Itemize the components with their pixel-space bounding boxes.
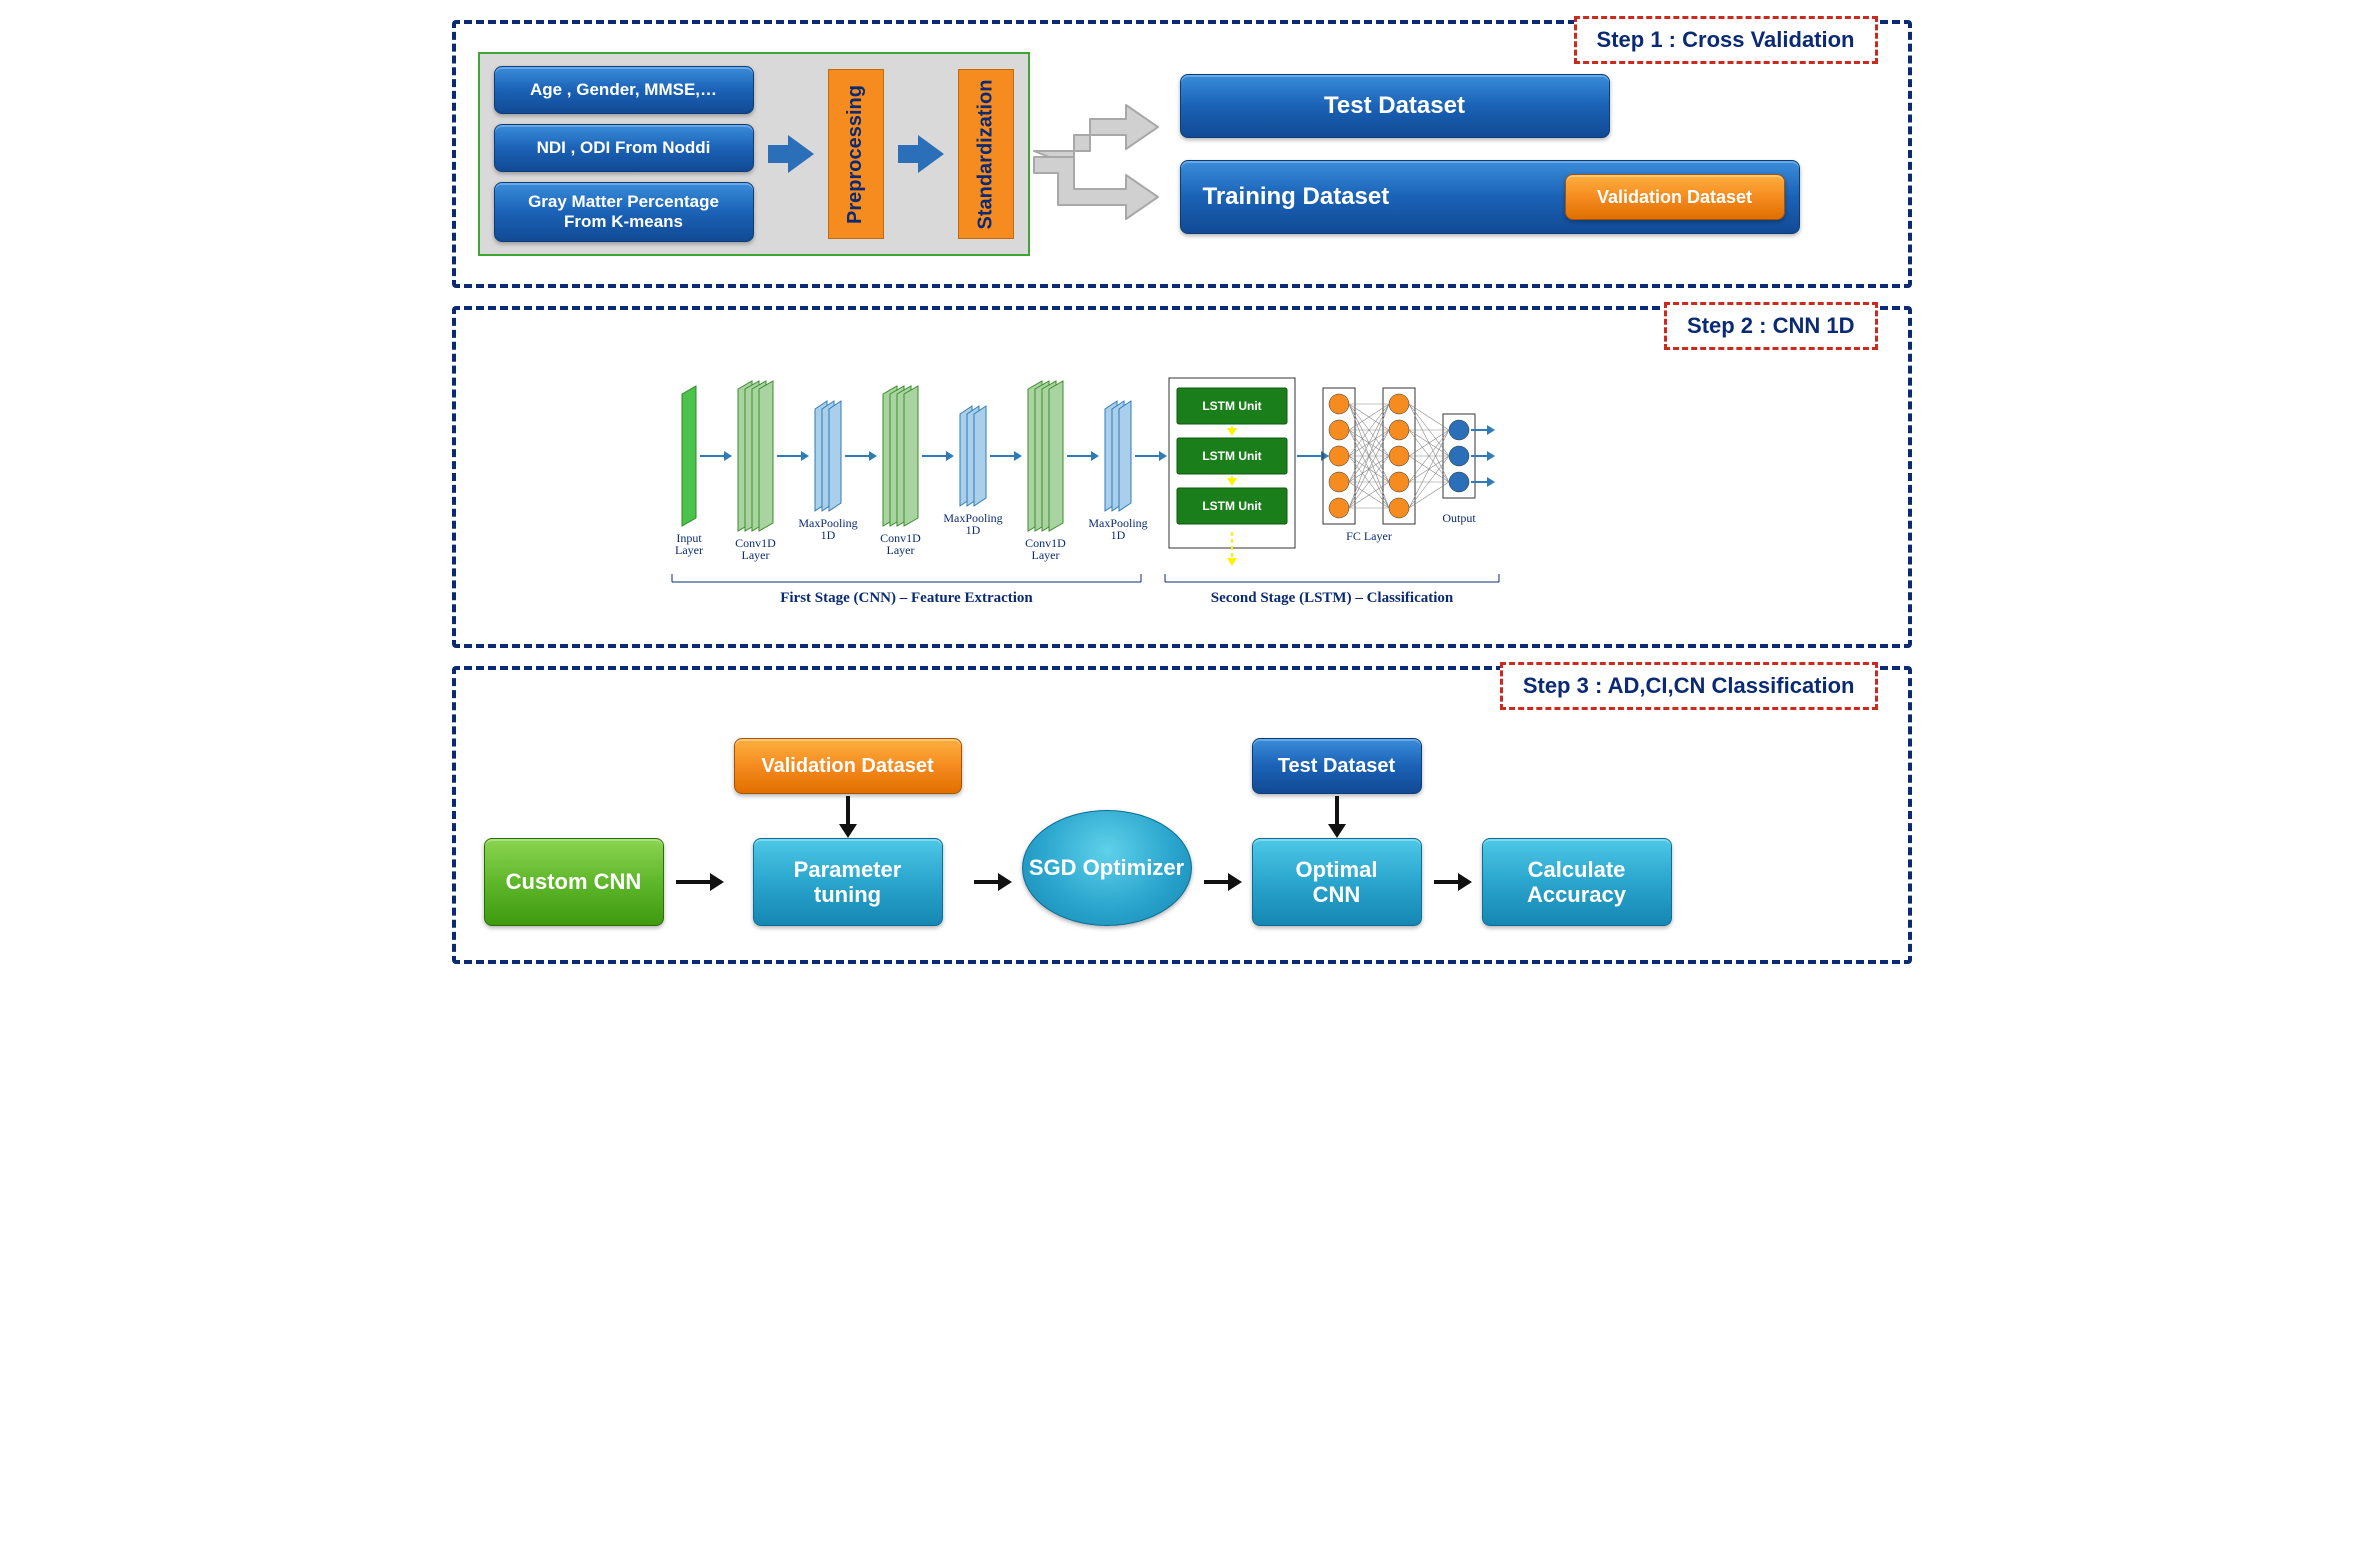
arrow-right-icon [1202, 838, 1242, 926]
split-arrow-icon [1030, 69, 1170, 239]
training-dataset-box: Training Dataset Validation Dataset [1180, 160, 1800, 234]
training-dataset-label: Training Dataset [1203, 183, 1390, 211]
standardization-block: Standardization [958, 69, 1014, 239]
svg-text:Second Stage (LSTM) – Classifi: Second Stage (LSTM) – Classification [1210, 590, 1453, 606]
input-features-box: Age , Gender, MMSE,… [494, 66, 754, 114]
step2-panel: Step 2 : CNN 1D InputLayerConv1DLayerMax… [452, 306, 1912, 648]
input-noddi-box: NDI , ODI From Noddi [494, 124, 754, 172]
arrow-right-icon [898, 135, 944, 173]
step1-panel: Step 1 : Cross Validation Age , Gender, … [452, 20, 1912, 288]
preprocessing-block: Preprocessing [828, 69, 884, 239]
svg-text:Output: Output [1442, 511, 1476, 525]
preprocessing-label: Preprocessing [844, 85, 867, 224]
arrow-right-icon [972, 838, 1012, 926]
test-dataset-box: Test Dataset [1180, 74, 1610, 138]
svg-text:1D: 1D [820, 528, 835, 542]
step3-panel: Step 3 : AD,CI,CN Classification Custom … [452, 666, 1912, 964]
arrow-down-icon [1322, 794, 1352, 838]
standardization-label: Standardization [974, 79, 997, 229]
diagram-canvas: Step 1 : Cross Validation Age , Gender, … [452, 20, 1912, 964]
calculate-accuracy-box: Calculate Accuracy [1482, 838, 1672, 926]
arrow-down-icon [833, 794, 863, 838]
svg-text:Layer: Layer [886, 543, 914, 557]
validation-dataset-box: Validation Dataset [734, 738, 962, 794]
validation-dataset-inner-box: Validation Dataset [1565, 174, 1785, 220]
cnn-lstm-architecture: InputLayerConv1DLayerMaxPooling1DConv1DL… [632, 346, 1732, 616]
input-gray-matter-box: Gray Matter Percentage From K-means [494, 182, 754, 242]
step1-tag: Step 1 : Cross Validation [1574, 16, 1878, 64]
arrow-right-icon [768, 135, 814, 173]
sgd-optimizer-ellipse: SGD Optimizer [1022, 810, 1192, 926]
svg-text:Layer: Layer [675, 543, 703, 557]
svg-text:First Stage (CNN) – Feature Ex: First Stage (CNN) – Feature Extraction [780, 590, 1033, 606]
custom-cnn-box: Custom CNN [484, 838, 664, 926]
svg-text:LSTM Unit: LSTM Unit [1202, 449, 1261, 463]
svg-text:1D: 1D [1110, 528, 1125, 542]
svg-text:LSTM Unit: LSTM Unit [1202, 399, 1261, 413]
parameter-tuning-box: Parameter tuning [753, 838, 943, 926]
svg-text:Layer: Layer [741, 548, 769, 562]
step3-tag: Step 3 : AD,CI,CN Classification [1500, 662, 1878, 710]
svg-text:LSTM Unit: LSTM Unit [1202, 499, 1261, 513]
test-dataset-box: Test Dataset [1252, 738, 1422, 794]
inputs-container: Age , Gender, MMSE,… NDI , ODI From Nodd… [478, 52, 1030, 256]
svg-text:FC Layer: FC Layer [1346, 529, 1392, 543]
arrow-right-icon [674, 838, 724, 926]
svg-text:1D: 1D [965, 523, 980, 537]
optimal-cnn-box: Optimal CNN [1252, 838, 1422, 926]
svg-text:Layer: Layer [1031, 548, 1059, 562]
step2-tag: Step 2 : CNN 1D [1664, 302, 1877, 350]
arrow-right-icon [1432, 838, 1472, 926]
